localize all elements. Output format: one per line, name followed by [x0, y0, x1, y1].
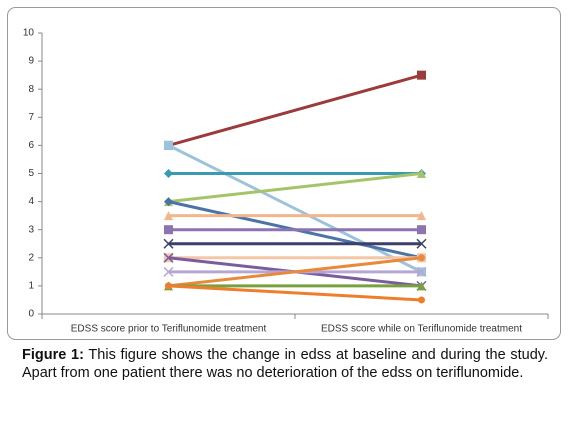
- y-tick-label: 1: [28, 281, 34, 292]
- y-tick-label: 6: [28, 140, 34, 151]
- marker: [163, 238, 174, 249]
- chart: 0 1 2 3 4 5 6 7 8 9 10 EDSS score prior to Teriflun…: [7, 7, 561, 340]
- y-tick-label: 3: [28, 224, 34, 235]
- y-tick-label: 8: [28, 84, 34, 95]
- marker: [416, 238, 427, 249]
- y-tick-label: 7: [28, 112, 34, 123]
- marker: [418, 254, 425, 262]
- marker: [165, 282, 172, 290]
- marker: [417, 169, 426, 178]
- marker: [164, 197, 173, 207]
- x-tick-label: EDSS score prior to Teriflunomide treatm…: [71, 324, 267, 335]
- marker: [416, 266, 427, 277]
- y-tick-label: 9: [28, 56, 34, 67]
- marker: [417, 281, 426, 291]
- caption: Figure 1: This figure shows the change i…: [22, 346, 548, 382]
- series-line: [168, 284, 422, 302]
- marker: [417, 225, 426, 235]
- marker: [163, 252, 174, 263]
- series-line: [168, 73, 422, 147]
- marker: [164, 211, 173, 221]
- caption-text: This figure shows the change in edss at …: [22, 347, 548, 381]
- caption-label: Figure 1:: [22, 347, 84, 363]
- marker: [418, 296, 425, 304]
- y-tick-label: 4: [28, 196, 34, 207]
- marker: [164, 225, 173, 235]
- series-line: [168, 172, 422, 204]
- x-tick-label: EDSS score while on Teriflunomide treatm…: [321, 324, 522, 335]
- series-line: [167, 144, 423, 274]
- marker: [417, 70, 426, 80]
- marker: [164, 140, 173, 150]
- y-tick-label: 5: [28, 168, 34, 179]
- y-tick-label: 2: [28, 252, 34, 263]
- marker: [417, 211, 426, 221]
- series-line: [168, 256, 422, 288]
- marker: [164, 169, 173, 178]
- y-tick-label: 10: [23, 28, 35, 39]
- y-tick-label: 0: [28, 309, 34, 320]
- marker: [163, 266, 174, 277]
